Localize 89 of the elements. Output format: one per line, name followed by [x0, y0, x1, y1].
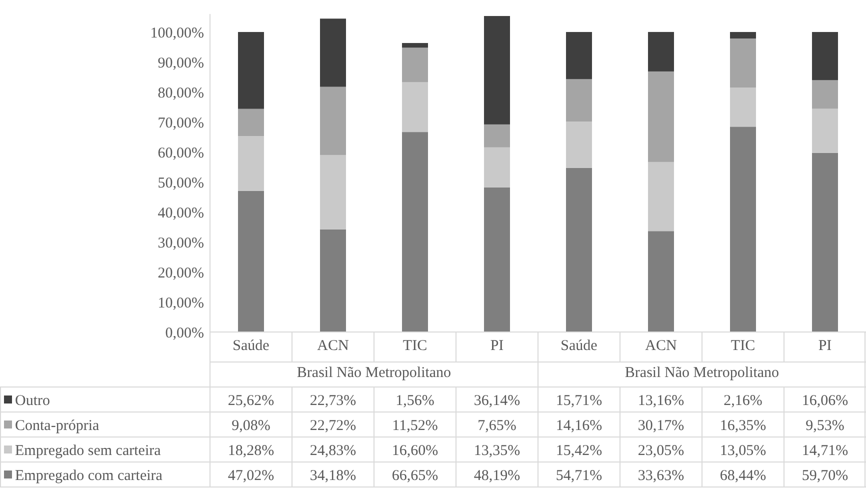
bar: [320, 86, 346, 155]
data-label: 33,63%: [638, 468, 684, 484]
data-label: 15,71%: [556, 392, 602, 409]
y-tick-label: 80,00%: [158, 85, 204, 102]
bar: [566, 122, 592, 168]
bar: [238, 108, 264, 136]
bar: [484, 187, 510, 332]
x-tick-label: Saúde: [232, 338, 270, 354]
data-label: 22,73%: [310, 392, 356, 409]
data-label: 30,17%: [638, 418, 684, 434]
data-label: 59,70%: [802, 468, 848, 484]
y-tick-label: 30,00%: [158, 235, 204, 252]
data-label: 14,71%: [802, 442, 848, 459]
text: Brasil Não Metropolitano: [624, 365, 780, 381]
data-label: 16,06%: [802, 392, 848, 409]
data-label: 2,16%: [724, 392, 762, 409]
data-label: 9,53%: [806, 418, 844, 434]
y-tick-label: 50,00%: [158, 175, 204, 192]
bar: [648, 162, 674, 232]
bar: [320, 154, 346, 230]
y-tick-label: 60,00%: [158, 145, 204, 162]
bar: [320, 229, 346, 332]
data-label: 9,08%: [232, 418, 270, 434]
bar: [566, 168, 592, 332]
y-tick-label: 20,00%: [158, 265, 204, 282]
bar: [648, 32, 674, 72]
bar: [648, 71, 674, 162]
data-label: 47,02%: [228, 468, 274, 484]
bar: [812, 152, 838, 332]
bar: [402, 43, 428, 48]
x-tick-label: TIC: [402, 338, 428, 354]
x-tick-label: PI: [818, 338, 832, 354]
y-tick-label: 70,00%: [158, 115, 204, 132]
data-label: 11,52%: [392, 418, 438, 434]
data-label: 7,65%: [478, 418, 516, 434]
data-label: 68,44%: [720, 468, 766, 484]
x-tick-label: TIC: [730, 338, 756, 354]
data-label: 66,65%: [392, 468, 438, 484]
bar: [566, 79, 592, 122]
bar: [402, 132, 428, 332]
x-tick-label: Saúde: [560, 338, 598, 354]
data-label: 54,71%: [556, 468, 602, 484]
x-tick-label: ACN: [645, 338, 677, 354]
bar: [320, 18, 346, 87]
data-label: 18,28%: [228, 442, 274, 459]
bar: [566, 32, 592, 80]
bar: [484, 124, 510, 148]
bar: [484, 16, 510, 124]
data-label: 15,42%: [556, 442, 602, 459]
text: Brasil Não Metropolitano: [296, 365, 452, 381]
data-label: 25,62%: [228, 392, 274, 409]
data-label: 23,05%: [638, 442, 684, 459]
legend-label: Conta-própria: [15, 418, 100, 434]
data-label: 24,83%: [310, 442, 356, 459]
data-label: 48,19%: [474, 468, 520, 484]
bar: [648, 231, 674, 332]
data-label: 14,16%: [556, 418, 602, 434]
bar: [730, 38, 756, 88]
data-label: 13,05%: [720, 442, 766, 459]
data-label: 16,35%: [720, 418, 766, 434]
bar: [812, 80, 838, 109]
data-label: 13,16%: [638, 392, 684, 409]
bar: [730, 126, 756, 332]
y-tick-label: 100,00%: [150, 25, 204, 42]
y-tick-label: 10,00%: [158, 295, 204, 312]
data-label: 34,18%: [310, 468, 356, 484]
bar: [730, 32, 756, 38]
data-label: 1,56%: [396, 392, 434, 409]
data-label: 36,14%: [474, 392, 520, 409]
x-tick-label: PI: [490, 338, 504, 354]
bar: [402, 82, 428, 132]
bar: [812, 32, 838, 80]
bar: [730, 88, 756, 127]
bar: [238, 190, 264, 332]
legend-label: Empregado sem carteira: [15, 442, 162, 459]
legend-label: Empregado com carteira: [15, 468, 163, 484]
y-tick-label: 0,00%: [165, 325, 204, 342]
data-label: 22,72%: [310, 418, 356, 434]
bar: [484, 147, 510, 188]
bar: [238, 136, 264, 191]
bar: [238, 32, 264, 109]
bar: [812, 108, 838, 153]
x-tick-label: ACN: [317, 338, 349, 354]
legend-label: Outro: [15, 392, 50, 409]
bar: [402, 48, 428, 82]
y-tick-label: 90,00%: [158, 55, 204, 72]
data-label: 16,60%: [392, 442, 438, 459]
data-label: 13,35%: [474, 442, 520, 459]
y-tick-label: 40,00%: [158, 205, 204, 222]
